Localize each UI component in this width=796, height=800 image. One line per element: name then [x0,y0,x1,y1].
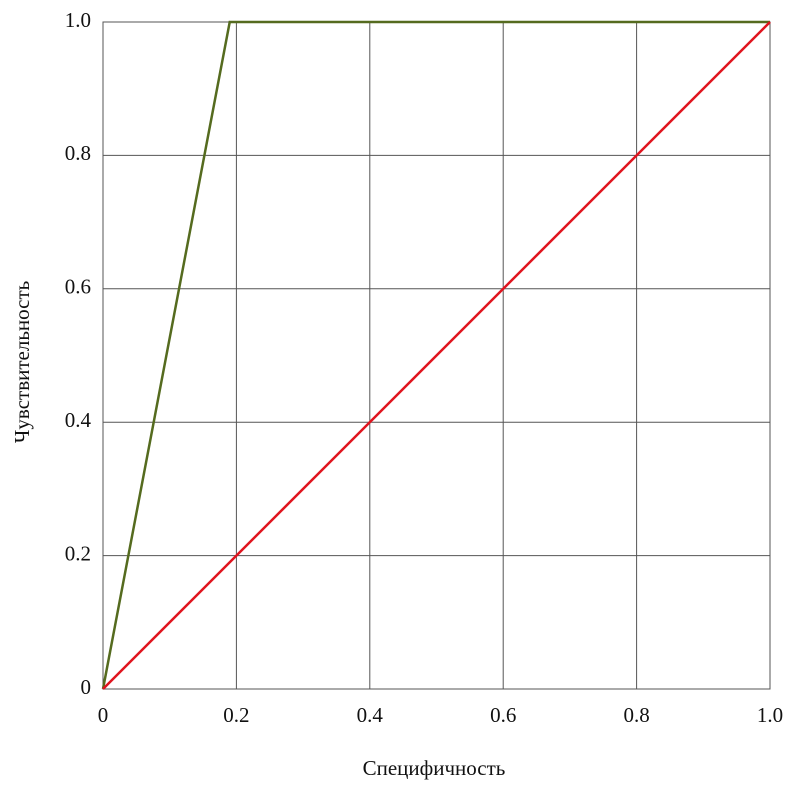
x-tick-label: 1.0 [757,703,783,727]
x-tick-label: 0.8 [623,703,649,727]
x-tick-label: 0.4 [357,703,384,727]
x-tick-label: 0 [98,703,109,727]
series-line [101,20,770,690]
y-tick-label: 0.6 [65,275,91,299]
y-axis-label: Чувствительность [10,281,34,443]
x-axis-label: Специфичность [363,756,506,780]
y-tick-label: 0.2 [65,541,91,565]
y-tick-label: 0.4 [65,408,92,432]
y-tick-label: 1.0 [65,8,91,32]
x-tick-label: 0.2 [223,703,249,727]
series-line [102,21,771,690]
y-tick-label: 0.8 [65,141,91,165]
y-tick-label: 0 [81,675,92,699]
x-tick-label: 0.6 [490,703,516,727]
